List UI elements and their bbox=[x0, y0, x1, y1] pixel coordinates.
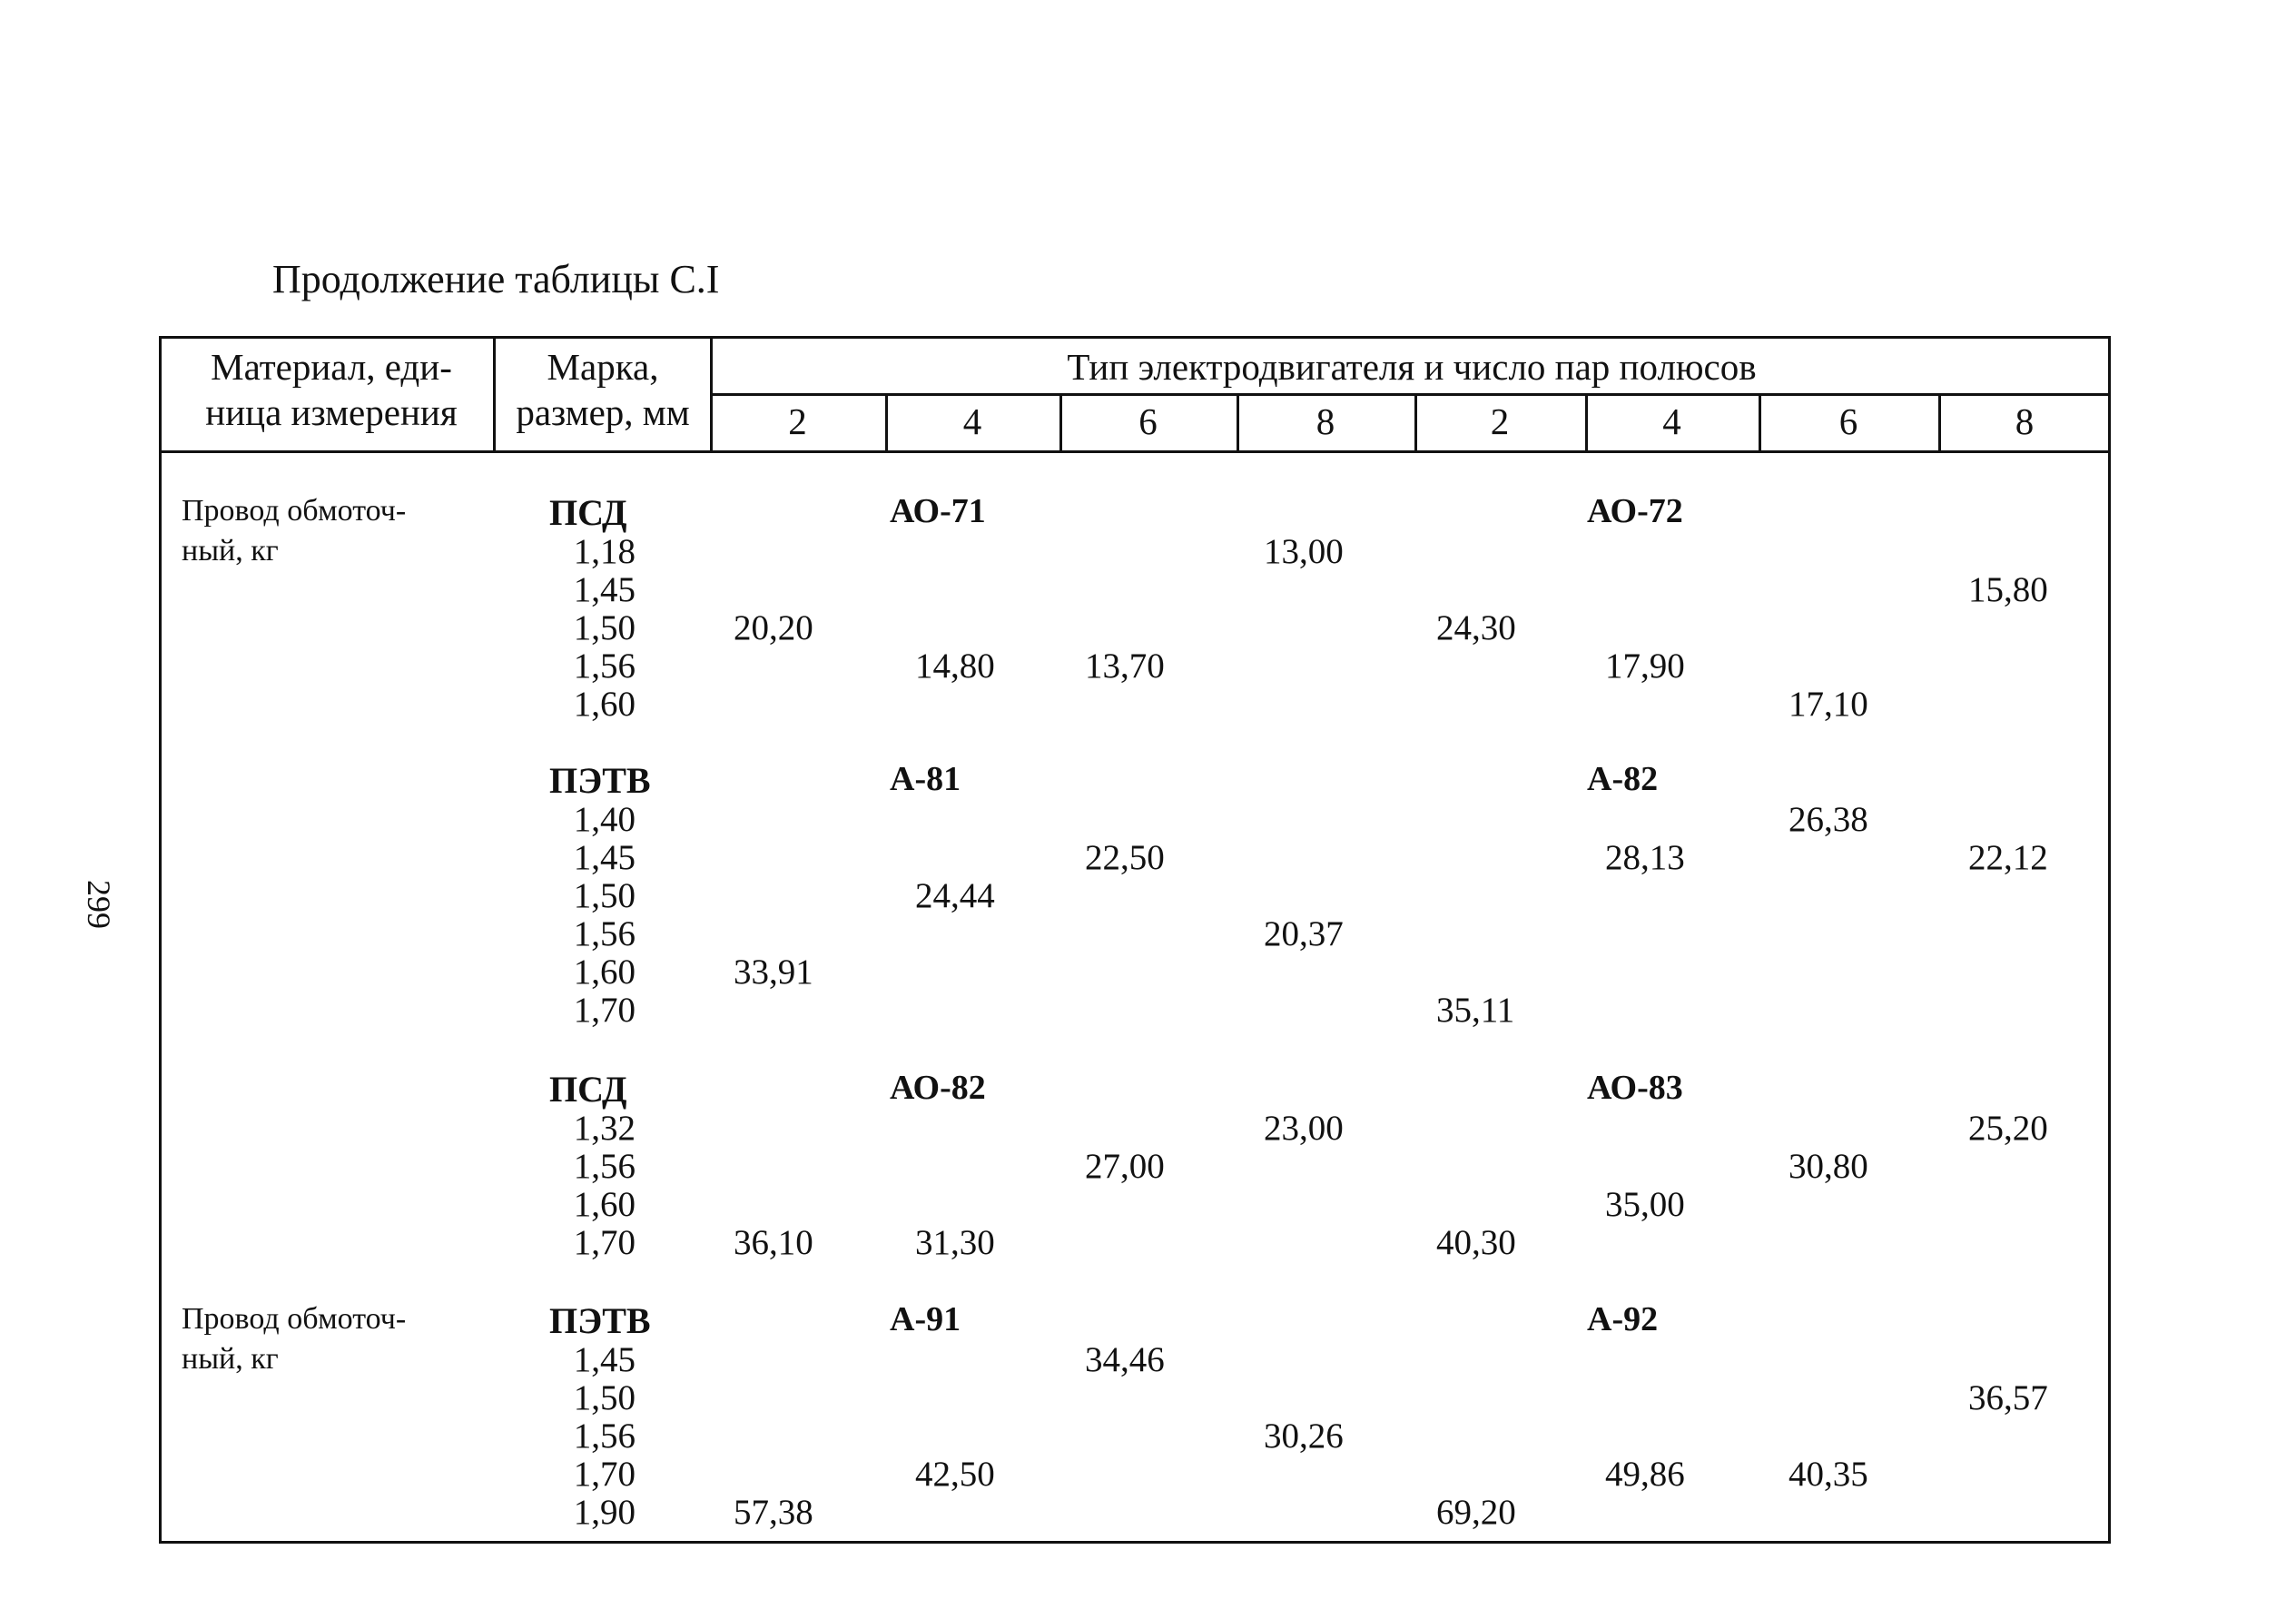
header-pole-number: 4 bbox=[1662, 400, 1681, 442]
header-pole-number: 8 bbox=[2015, 400, 2035, 442]
header-divider-pole bbox=[885, 393, 888, 450]
size-value: 1,70 bbox=[573, 1455, 636, 1494]
header-motor-type: Тип электродвигателя и число пар полюсов bbox=[1067, 346, 1757, 388]
table-cell-value: 13,70 bbox=[1085, 647, 1165, 686]
table-cell-value: 23,00 bbox=[1264, 1109, 1344, 1148]
size-value: 1,45 bbox=[573, 570, 636, 609]
size-value: 1,50 bbox=[573, 876, 636, 915]
header-bottom-line bbox=[159, 450, 2111, 453]
header-pole-number: 6 bbox=[1838, 400, 1858, 442]
material-label: Провод обмоточ- bbox=[182, 494, 407, 528]
table-cell-value: 17,10 bbox=[1789, 685, 1868, 724]
table-cell-value: 30,26 bbox=[1264, 1417, 1344, 1456]
brand-label: ПСД bbox=[549, 492, 627, 533]
size-value: 1,40 bbox=[573, 800, 636, 839]
motor-type-left: А-81 bbox=[890, 760, 961, 798]
table-cell-value: 14,80 bbox=[915, 647, 995, 686]
brand-label: ПЭТВ bbox=[549, 1300, 651, 1341]
brand-label: ПЭТВ bbox=[549, 760, 651, 801]
table-cell-value: 15,80 bbox=[1968, 570, 2048, 609]
size-value: 1,56 bbox=[573, 647, 636, 686]
table-cell-value: 28,13 bbox=[1605, 838, 1685, 877]
size-value: 1,56 bbox=[573, 1417, 636, 1456]
size-value: 1,70 bbox=[573, 991, 636, 1030]
table-cell-value: 26,38 bbox=[1789, 800, 1868, 839]
material-label: Провод обмоточ- bbox=[182, 1302, 407, 1336]
table-cell-value: 30,80 bbox=[1789, 1147, 1868, 1186]
header-material-line2: ница измерения bbox=[205, 391, 458, 433]
table-frame bbox=[159, 336, 2111, 1544]
header-divider-pole bbox=[1237, 393, 1239, 450]
table-cell-value: 35,11 bbox=[1436, 991, 1515, 1030]
table-cell-value: 24,44 bbox=[915, 876, 995, 915]
header-material-line1: Материал, еди- bbox=[211, 346, 452, 388]
motor-type-right: АО-83 bbox=[1587, 1069, 1683, 1107]
table-cell-value: 57,38 bbox=[734, 1493, 813, 1532]
header-divider-pole bbox=[1759, 393, 1761, 450]
size-value: 1,56 bbox=[573, 914, 636, 953]
table-cell-value: 69,20 bbox=[1436, 1493, 1516, 1532]
header-divider-brand bbox=[710, 336, 713, 450]
table-caption: Продолжение таблицы С.I bbox=[272, 257, 720, 301]
table-cell-value: 13,00 bbox=[1264, 532, 1344, 571]
table-cell-value: 40,35 bbox=[1789, 1455, 1868, 1494]
table-cell-value: 49,86 bbox=[1605, 1455, 1685, 1494]
size-value: 1,60 bbox=[573, 685, 636, 724]
motor-type-left: А-91 bbox=[890, 1300, 961, 1338]
header-brand-line2: размер, мм bbox=[516, 391, 690, 433]
header-divider-pole bbox=[1585, 393, 1588, 450]
size-value: 1,60 bbox=[573, 1185, 636, 1224]
table-cell-value: 20,37 bbox=[1264, 914, 1344, 953]
material-label: ный, кг bbox=[182, 1342, 279, 1376]
header-divider-pole bbox=[1059, 393, 1062, 450]
brand-label: ПСД bbox=[549, 1069, 627, 1110]
table-cell-value: 40,30 bbox=[1436, 1223, 1516, 1262]
size-value: 1,18 bbox=[573, 532, 636, 571]
size-value: 1,50 bbox=[573, 608, 636, 647]
header-pole-number: 8 bbox=[1316, 400, 1335, 442]
header-pole-number: 6 bbox=[1138, 400, 1158, 442]
table-cell-value: 22,50 bbox=[1085, 838, 1165, 877]
table-cell-value: 27,00 bbox=[1085, 1147, 1165, 1186]
table-cell-value: 31,30 bbox=[915, 1223, 995, 1262]
motor-type-right: АО-72 bbox=[1587, 492, 1683, 530]
header-divider-material bbox=[493, 336, 496, 450]
table-cell-value: 36,57 bbox=[1968, 1378, 2048, 1417]
material-label: ный, кг bbox=[182, 534, 279, 568]
header-divider-pole bbox=[1938, 393, 1941, 450]
header-pole-number: 4 bbox=[962, 400, 982, 442]
header-brand-line1: Марка, bbox=[547, 346, 659, 388]
table-cell-value: 20,20 bbox=[734, 608, 813, 647]
table-cell-value: 25,20 bbox=[1968, 1109, 2048, 1148]
size-value: 1,32 bbox=[573, 1109, 636, 1148]
header-divider-pole bbox=[1414, 393, 1417, 450]
motor-type-left: АО-71 bbox=[890, 492, 986, 530]
motor-type-right: А-82 bbox=[1587, 760, 1659, 798]
table-cell-value: 42,50 bbox=[915, 1455, 995, 1494]
table-cell-value: 33,91 bbox=[734, 953, 813, 992]
motor-type-right: А-92 bbox=[1587, 1300, 1659, 1338]
size-value: 1,45 bbox=[573, 1340, 636, 1379]
table-cell-value: 17,90 bbox=[1605, 647, 1685, 686]
size-value: 1,70 bbox=[573, 1223, 636, 1262]
table-cell-value: 24,30 bbox=[1436, 608, 1516, 647]
table-cell-value: 22,12 bbox=[1968, 838, 2048, 877]
header-pole-number: 2 bbox=[788, 400, 807, 442]
page-number: 299 bbox=[81, 880, 117, 929]
size-value: 1,90 bbox=[573, 1493, 636, 1532]
header-pole-number: 2 bbox=[1490, 400, 1510, 442]
size-value: 1,60 bbox=[573, 953, 636, 992]
table-cell-value: 34,46 bbox=[1085, 1340, 1165, 1379]
size-value: 1,45 bbox=[573, 838, 636, 877]
size-value: 1,50 bbox=[573, 1378, 636, 1417]
header-subline bbox=[710, 393, 2111, 396]
table-cell-value: 36,10 bbox=[734, 1223, 813, 1262]
motor-type-left: АО-82 bbox=[890, 1069, 986, 1107]
table-cell-value: 35,00 bbox=[1605, 1185, 1685, 1224]
size-value: 1,56 bbox=[573, 1147, 636, 1186]
